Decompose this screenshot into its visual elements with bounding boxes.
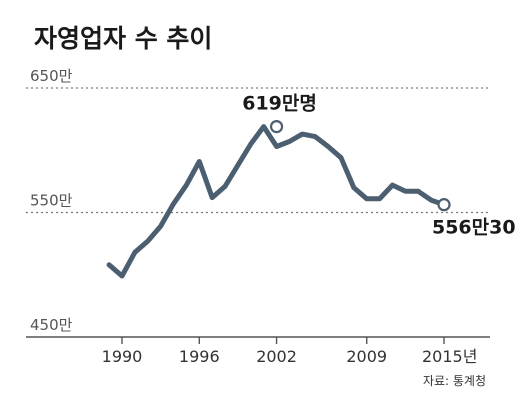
x-tick-label: 1996 xyxy=(179,347,220,366)
y-tick-labels: 650만 550만 450만 xyxy=(30,67,73,334)
chart-title: 자영업자 수 추이 xyxy=(34,24,212,53)
annotations: 619만명 556만3000 xyxy=(242,93,516,239)
x-tick-label: 2015년 xyxy=(422,347,477,366)
x-tick-label: 2009 xyxy=(346,347,387,366)
y-tick-label: 450만 xyxy=(30,316,73,334)
annotation-label: 619만명 xyxy=(242,93,317,115)
annotation-marker xyxy=(269,119,284,134)
x-tick-label: 1990 xyxy=(102,347,143,366)
grid-lines xyxy=(26,87,490,214)
y-tick-label: 650만 xyxy=(30,67,73,85)
annotation-label: 556만3000 xyxy=(432,217,516,239)
series-line xyxy=(106,124,447,279)
y-tick-label: 550만 xyxy=(30,192,73,210)
series-lines xyxy=(106,124,447,279)
x-axis: 1990 1996 2002 2009 2015년 xyxy=(26,336,490,366)
source-note: 자료: 통계청 xyxy=(423,374,486,388)
x-tick-label: 2002 xyxy=(256,347,297,366)
annotation-marker xyxy=(437,198,451,212)
